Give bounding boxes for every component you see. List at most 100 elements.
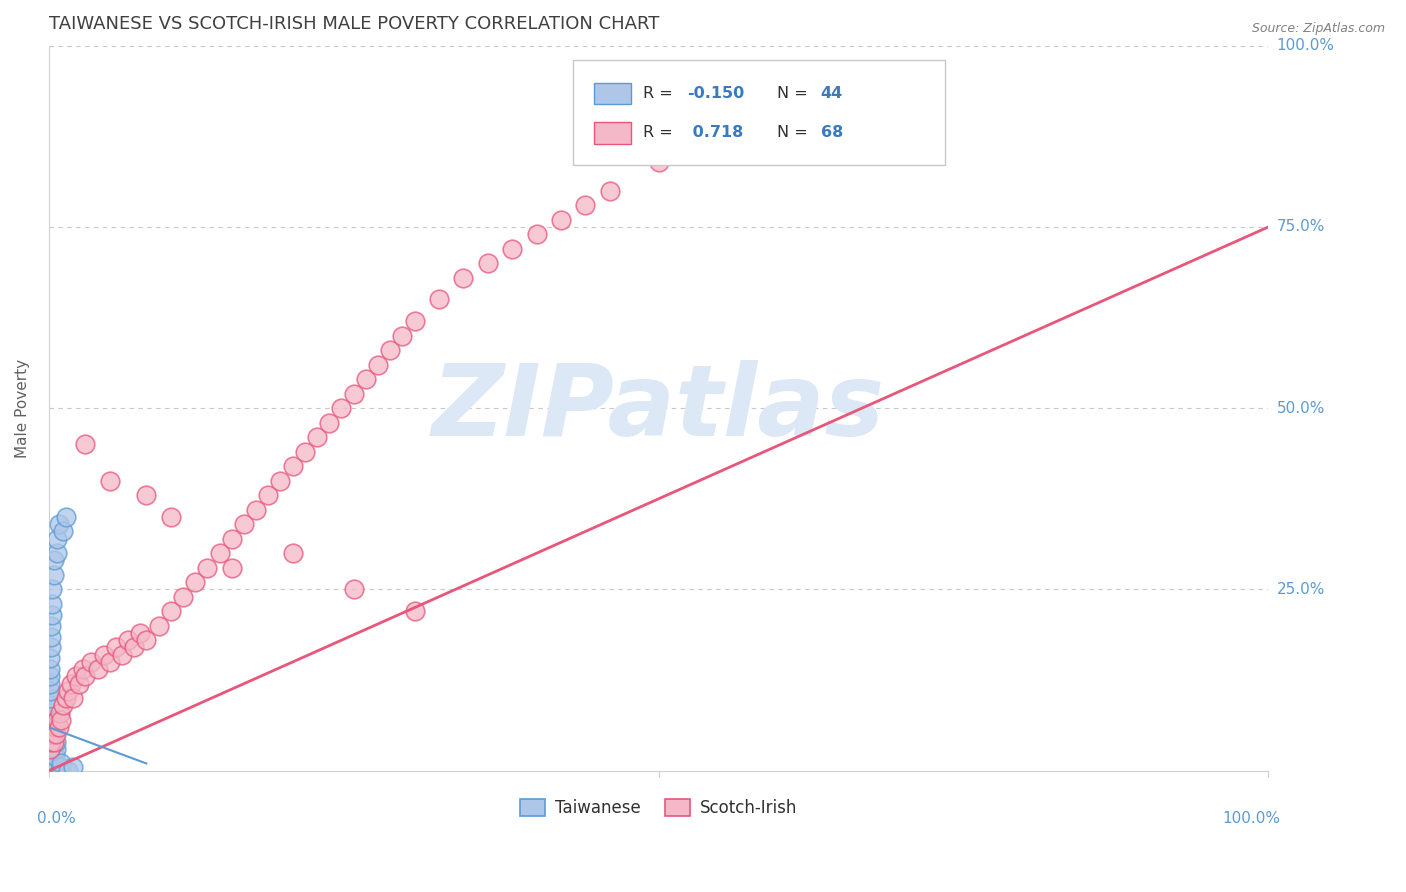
- Point: [257, 488, 280, 502]
- Point: [39, 720, 62, 734]
- Point: [48, 706, 70, 720]
- Point: [330, 401, 353, 416]
- Point: [48, 764, 70, 778]
- Point: [574, 198, 596, 212]
- FancyBboxPatch shape: [574, 60, 945, 165]
- Point: [404, 314, 426, 328]
- Point: [55, 691, 77, 706]
- Point: [391, 328, 413, 343]
- Point: [39, 723, 62, 738]
- Point: [343, 582, 366, 597]
- Point: [39, 618, 62, 632]
- Text: 25.0%: 25.0%: [1277, 582, 1324, 597]
- Point: [39, 640, 62, 655]
- Point: [42, 568, 65, 582]
- FancyBboxPatch shape: [593, 83, 630, 104]
- Point: [318, 416, 340, 430]
- Point: [93, 648, 115, 662]
- Point: [39, 742, 62, 756]
- Point: [86, 662, 108, 676]
- Point: [354, 372, 377, 386]
- Text: Source: ZipAtlas.com: Source: ZipAtlas.com: [1251, 22, 1385, 36]
- Point: [41, 582, 63, 597]
- Point: [62, 760, 84, 774]
- Point: [75, 669, 97, 683]
- Point: [58, 764, 80, 778]
- Point: [117, 633, 139, 648]
- Text: R =: R =: [643, 86, 678, 101]
- Point: [49, 756, 72, 771]
- Point: [55, 510, 77, 524]
- Point: [122, 640, 145, 655]
- Point: [526, 227, 548, 242]
- Point: [41, 607, 63, 622]
- Point: [184, 575, 207, 590]
- Point: [39, 735, 62, 749]
- Point: [39, 756, 62, 771]
- Point: [453, 270, 475, 285]
- Point: [129, 626, 152, 640]
- Point: [39, 764, 62, 778]
- Point: [39, 760, 62, 774]
- Point: [48, 720, 70, 734]
- Point: [98, 655, 121, 669]
- Point: [45, 742, 67, 756]
- Point: [41, 597, 63, 611]
- Point: [39, 735, 62, 749]
- Point: [44, 749, 66, 764]
- Point: [281, 459, 304, 474]
- Point: [39, 742, 62, 756]
- Text: R =: R =: [643, 125, 678, 140]
- Point: [39, 713, 62, 727]
- Point: [39, 746, 62, 760]
- Text: TAIWANESE VS SCOTCH-IRISH MALE POVERTY CORRELATION CHART: TAIWANESE VS SCOTCH-IRISH MALE POVERTY C…: [49, 15, 659, 33]
- Point: [104, 640, 127, 655]
- Point: [39, 727, 62, 741]
- Text: ZIPatlas: ZIPatlas: [432, 359, 886, 457]
- Point: [343, 386, 366, 401]
- Point: [39, 691, 62, 706]
- Point: [172, 590, 194, 604]
- Text: N =: N =: [778, 125, 813, 140]
- Point: [49, 760, 72, 774]
- Point: [39, 739, 62, 753]
- Point: [39, 716, 62, 731]
- Point: [48, 517, 70, 532]
- Text: 0.0%: 0.0%: [37, 811, 76, 826]
- Text: -0.150: -0.150: [686, 86, 744, 101]
- Point: [647, 154, 669, 169]
- Point: [39, 753, 62, 767]
- Point: [221, 560, 243, 574]
- Point: [501, 242, 523, 256]
- Text: 44: 44: [821, 86, 844, 101]
- Point: [49, 713, 72, 727]
- Text: 75.0%: 75.0%: [1277, 219, 1324, 235]
- Point: [42, 553, 65, 567]
- Point: [46, 532, 69, 546]
- Point: [42, 735, 65, 749]
- Point: [59, 676, 82, 690]
- Point: [67, 676, 90, 690]
- Point: [45, 735, 67, 749]
- Point: [62, 691, 84, 706]
- Text: 0.718: 0.718: [686, 125, 742, 140]
- Point: [208, 546, 231, 560]
- Point: [550, 212, 572, 227]
- Text: 100.0%: 100.0%: [1277, 38, 1334, 54]
- Point: [75, 437, 97, 451]
- Point: [159, 604, 181, 618]
- Point: [111, 648, 134, 662]
- Text: 50.0%: 50.0%: [1277, 401, 1324, 416]
- Text: N =: N =: [778, 86, 813, 101]
- Point: [41, 727, 63, 741]
- Point: [281, 546, 304, 560]
- Point: [477, 256, 499, 270]
- Legend: Taiwanese, Scotch-Irish: Taiwanese, Scotch-Irish: [513, 792, 804, 824]
- Point: [65, 669, 87, 683]
- Point: [45, 727, 67, 741]
- Point: [72, 662, 94, 676]
- Point: [39, 684, 62, 698]
- Point: [367, 358, 389, 372]
- Point: [58, 684, 80, 698]
- Point: [427, 293, 450, 307]
